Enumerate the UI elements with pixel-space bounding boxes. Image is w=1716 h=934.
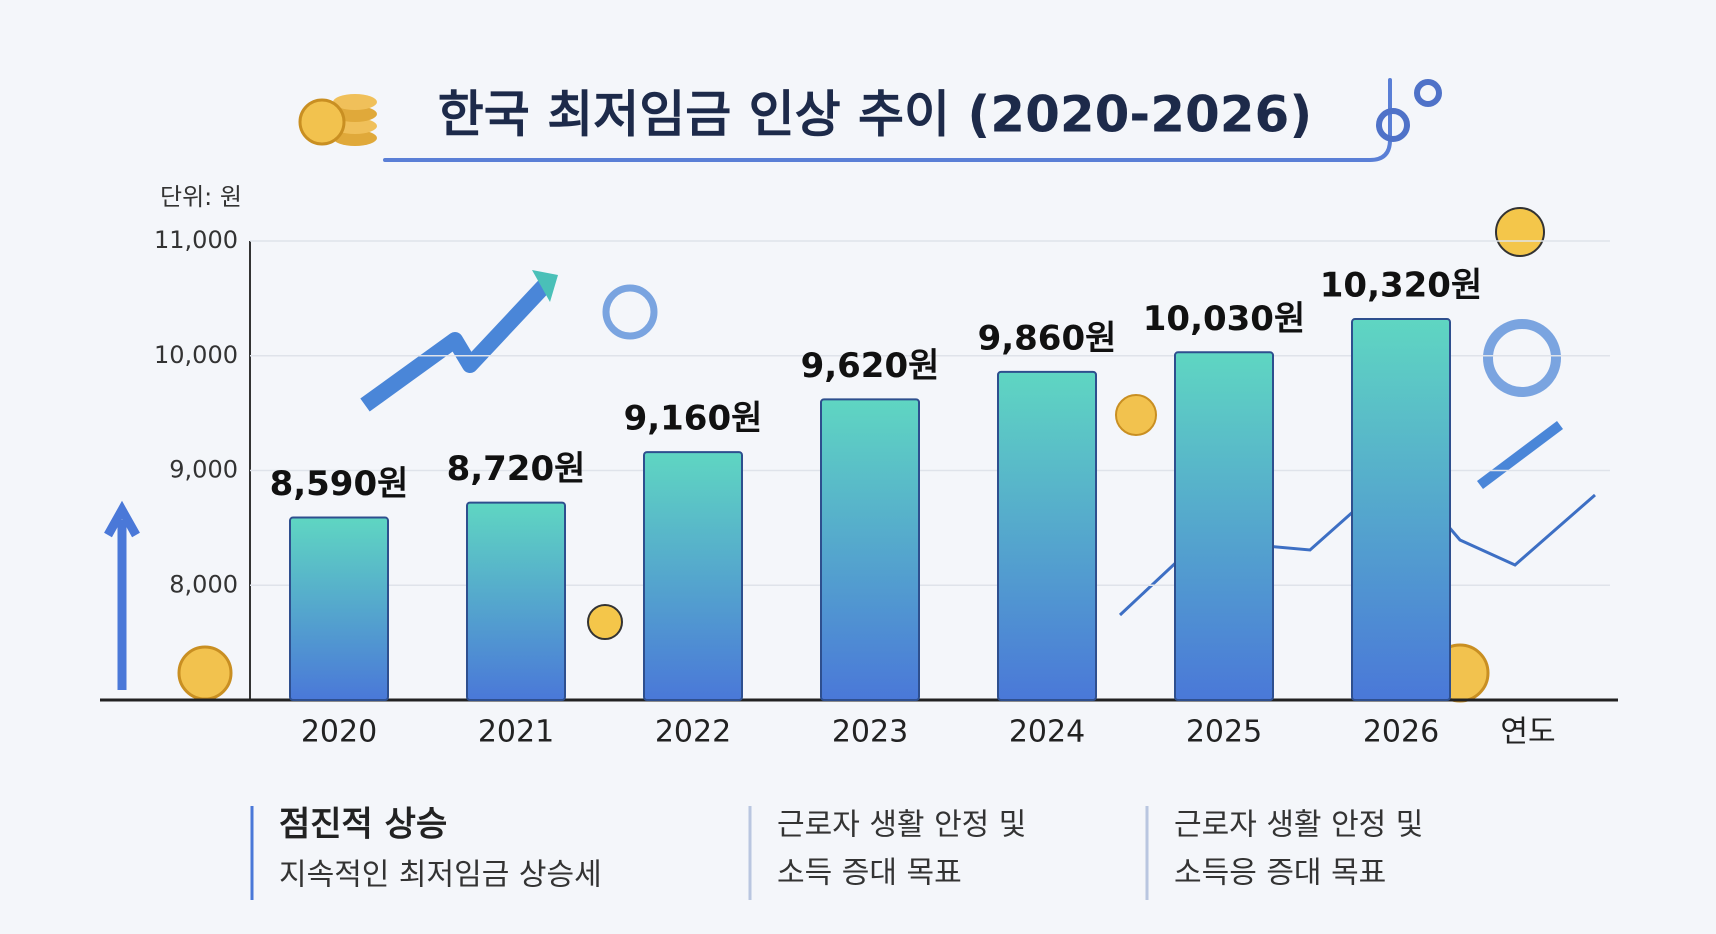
bar [997,370,1097,701]
note-title: 점진적 상승 [279,805,447,845]
note-text: 소득응 증대 목표 [1174,856,1386,891]
bar [1174,351,1274,701]
y-tick-label: 8,000 [169,570,238,598]
coin-decoration [1115,394,1157,436]
x-tick-label: 2025 [1186,715,1262,750]
ring-decoration [602,284,658,340]
trend-arrowhead [532,270,558,302]
value-label: 9,620원 [801,346,940,386]
y-tick-label: 9,000 [169,456,238,484]
value-label: 8,720원 [447,449,586,489]
note-text: 지속적인 최저임금 상승세 [279,858,602,893]
bar [820,398,920,701]
note-text: 근로자 생활 안정 및 [777,808,1026,843]
x-tick-label: 2022 [655,715,731,750]
chart-title: 한국 최저임금 인상 추이 (2020-2026) [438,86,1312,144]
ring-decoration [1483,319,1561,397]
x-tick-label: 2024 [1009,715,1085,750]
y-tick-label: 11,000 [154,226,238,254]
gear-decoration [1376,79,1442,142]
bulb-decoration [587,604,623,640]
value-label: 10,030원 [1143,299,1305,339]
x-tick-label: 2021 [478,715,554,750]
arrow-decoration [104,500,140,690]
note-text: 근로자 생활 안정 및 [1174,808,1423,843]
bar [466,501,566,701]
bulb-decoration [1495,207,1545,257]
x-axis-label: 연도 [1500,715,1555,750]
bar [289,516,389,701]
x-tick-label: 2023 [832,715,908,750]
coin-decoration [177,645,233,701]
trend-arrow [360,279,551,412]
bar [1351,318,1451,701]
value-label: 8,590원 [270,464,409,504]
coin-decoration [298,94,377,146]
bar [643,451,743,702]
arrow-decoration [1477,421,1563,489]
value-label: 9,860원 [978,318,1117,358]
unit-label: 단위: 원 [160,183,242,211]
y-tick-label: 10,000 [154,341,238,369]
note-text: 소득 증대 목표 [777,856,962,891]
x-tick-label: 2026 [1363,715,1439,750]
x-tick-label: 2020 [301,715,377,750]
value-label: 9,160원 [624,399,763,439]
value-label: 10,320원 [1320,266,1482,306]
